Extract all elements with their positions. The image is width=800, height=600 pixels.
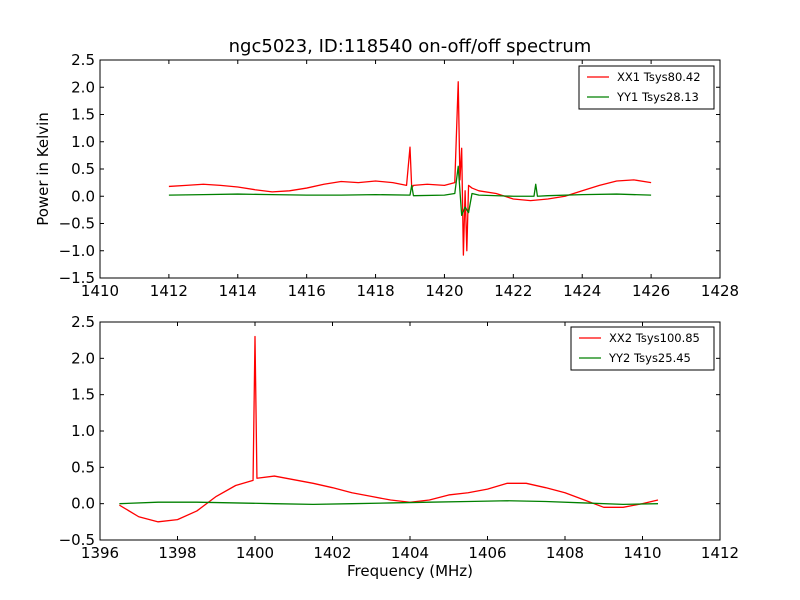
x-tick-label: 1414 — [219, 282, 257, 300]
x-tick-label: 1412 — [701, 544, 739, 562]
x-axis-label: Frequency (MHz) — [347, 562, 473, 580]
y-tick-label: −1.0 — [59, 242, 95, 260]
y-tick-label: 1.5 — [71, 386, 95, 404]
y-tick-label: 0.5 — [71, 458, 95, 476]
legend-entry: YY2 Tsys25.45 — [608, 351, 691, 365]
x-tick-label: 1422 — [494, 282, 532, 300]
y-tick-label: −1.5 — [59, 269, 95, 287]
series-line-xx — [119, 335, 659, 523]
x-tick-label: 1410 — [81, 282, 119, 300]
y-tick-label: 1.5 — [71, 106, 95, 124]
top-chart: 1410 1412 1414 1416 1418 1420 1422 1424 1426 1428… — [34, 36, 739, 300]
y-tick-label: −0.5 — [59, 215, 95, 233]
y-tick-label: 2.0 — [71, 78, 95, 96]
x-tick-label: 1428 — [701, 282, 739, 300]
legend-box — [578, 65, 715, 110]
y-tick-label: 2.5 — [71, 51, 95, 69]
x-tick-label: 1398 — [158, 544, 196, 562]
x-tick-label: 1426 — [632, 282, 670, 300]
series-line-yy — [119, 500, 659, 506]
x-tick-label: 1404 — [391, 544, 429, 562]
y-tick-label: 0.0 — [71, 495, 95, 513]
y-tick-label: 2.0 — [71, 349, 95, 367]
x-tick-label: 1400 — [236, 544, 274, 562]
chart-title: ngc5023, ID:118540 on-off/off spectrum — [229, 36, 592, 57]
x-tick-label: 1416 — [288, 282, 326, 300]
y-axis-label: Power in Kelvin — [34, 112, 52, 226]
y-tick-label: 0.5 — [71, 160, 95, 178]
legend: XX2 Tsys100.85 YY2 Tsys25.45 — [570, 326, 715, 371]
x-tick-label: 1410 — [623, 544, 661, 562]
y-tick-label: 1.0 — [71, 422, 95, 440]
legend: XX1 Tsys80.42 YY1 Tsys28.13 — [578, 65, 715, 110]
y-tick-label: 1.0 — [71, 133, 95, 151]
x-tick-label: 1412 — [150, 282, 188, 300]
legend-box — [570, 326, 715, 371]
x-tick-label: 1396 — [81, 544, 119, 562]
x-tick-label: 1406 — [468, 544, 506, 562]
x-tick-label: 1420 — [425, 282, 463, 300]
x-tick-label: 1418 — [356, 282, 394, 300]
y-tick-label: −0.5 — [59, 531, 95, 549]
bottom-chart: 1396 1398 1400 1402 1404 1406 1408 1410 1412 −0.5… — [59, 313, 740, 580]
legend-entry: XX2 Tsys100.85 — [609, 331, 700, 345]
series-line-yy — [168, 165, 652, 216]
series-line-xx — [168, 81, 652, 256]
y-tick-label: 0.0 — [71, 187, 95, 205]
x-tick-label: 1408 — [546, 544, 584, 562]
x-tick-label: 1424 — [563, 282, 601, 300]
legend-entry: YY1 Tsys28.13 — [616, 90, 699, 104]
y-tick-label: 2.5 — [71, 313, 95, 331]
legend-entry: XX1 Tsys80.42 — [617, 70, 701, 84]
x-tick-label: 1402 — [313, 544, 351, 562]
